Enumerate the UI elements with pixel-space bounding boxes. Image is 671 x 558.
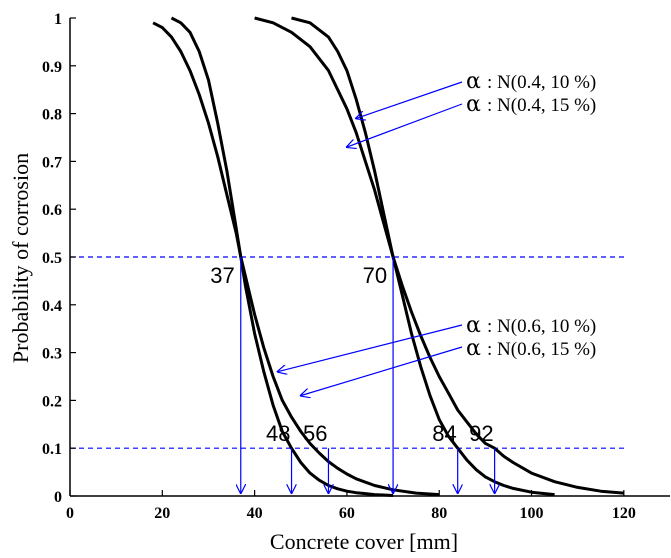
x-tick-label-60: 60 xyxy=(339,505,355,522)
y-tick-label-0.9: 0.9 xyxy=(42,59,62,76)
legend-entry-2: α : N(0.4, 15 %) xyxy=(347,92,596,147)
x-axis-title: Concrete cover [mm] xyxy=(270,529,458,554)
y-tick-label-1: 1 xyxy=(54,11,62,28)
legend-label: : N(0.6, 15 %) xyxy=(487,339,596,360)
y-tick-label-0.3: 0.3 xyxy=(42,346,62,363)
marker-label-56: 56 xyxy=(303,421,327,446)
legend-alpha-symbol: α xyxy=(466,313,481,338)
y-tick-label-0.1: 0.1 xyxy=(42,441,62,458)
reference-lines xyxy=(70,256,628,449)
y-tick-label-0.6: 0.6 xyxy=(42,202,62,219)
legend-arrow-1 xyxy=(356,81,463,118)
legend-alpha-symbol: α xyxy=(466,336,481,361)
y-tick-label-0.8: 0.8 xyxy=(42,107,62,124)
y-tick-label-0.4: 0.4 xyxy=(42,298,62,315)
legend-entry-3: α : N(0.6, 10 %) xyxy=(278,313,596,372)
y-axis-title: Probability of corrosion xyxy=(8,153,33,363)
marker-label-37: 37 xyxy=(210,263,234,288)
legend-arrow-3 xyxy=(278,324,463,372)
legend-arrow-2 xyxy=(347,103,463,147)
y-tick-label-0.5: 0.5 xyxy=(42,250,62,267)
legend-label: : N(0.6, 10 %) xyxy=(487,316,596,337)
legend-label: : N(0.4, 15 %) xyxy=(487,95,596,116)
y-tick-label-0.2: 0.2 xyxy=(42,393,62,410)
legend-entry-1: α : N(0.4, 10 %) xyxy=(356,69,596,118)
series-line-3 xyxy=(254,16,624,495)
y-tick-label-0: 0 xyxy=(54,489,62,506)
legend-arrow-4 xyxy=(301,346,463,396)
series-line-1 xyxy=(152,21,440,497)
marker-label-48: 48 xyxy=(266,421,290,446)
axes: 0 20 40 60 80 100 120 0 0.1 0.2 0.3 0.4 0.5 0.6 0.7 0.8… xyxy=(42,11,670,522)
legend-label: : N(0.4, 10 %) xyxy=(487,72,596,93)
y-tick-label-0.7: 0.7 xyxy=(42,154,62,171)
legend-entry-4: α : N(0.6, 15 %) xyxy=(301,336,596,396)
marker-label-70: 70 xyxy=(363,263,387,288)
marker-label-92: 92 xyxy=(469,421,493,446)
x-tick-label-120: 120 xyxy=(612,505,636,522)
x-tick-label-0: 0 xyxy=(66,505,74,522)
reference-markers: 37 70 48 56 84 92 xyxy=(210,257,494,493)
legend-alpha-symbol: α xyxy=(466,92,481,117)
x-tick-label-80: 80 xyxy=(431,505,447,522)
marker-label-84: 84 xyxy=(432,421,456,446)
x-tick-label-40: 40 xyxy=(247,505,263,522)
x-tick-label-20: 20 xyxy=(154,505,170,522)
x-tick-label-100: 100 xyxy=(520,505,544,522)
legend-alpha-symbol: α xyxy=(466,69,481,94)
legend: α : N(0.4, 10 %) α : N(0.4, 15 %) α : N(0.6, … xyxy=(278,69,596,396)
